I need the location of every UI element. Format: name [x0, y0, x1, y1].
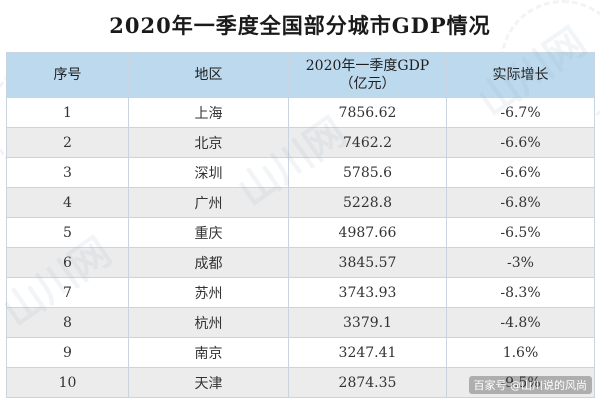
cell-growth: -8.3%	[446, 277, 595, 308]
table-row: 7 苏州 3743.93 -8.3%	[6, 277, 595, 308]
cell-rank: 9	[6, 337, 129, 368]
cell-growth: -6.5%	[446, 217, 595, 248]
table-row: 2 北京 7462.2 -6.6%	[6, 127, 595, 158]
table-row: 4 广州 5228.8 -6.8%	[6, 187, 595, 218]
cell-gdp: 3845.57	[288, 247, 447, 278]
cell-city: 重庆	[128, 217, 289, 248]
table-row: 8 杭州 3379.1 -4.8%	[6, 307, 595, 338]
cell-growth: -4.8%	[446, 307, 595, 338]
header-gdp-line1: 2020年一季度GDP	[305, 58, 430, 74]
cell-growth: -6.7%	[446, 97, 595, 128]
table-body: 1 上海 7856.62 -6.7% 2 北京 7462.2 -6.6% 3 深…	[6, 97, 595, 398]
page-title: 2020年一季度全国部分城市GDP情况	[109, 13, 491, 38]
header-gdp-line2: （亿元）	[339, 76, 396, 92]
cell-city: 上海	[128, 97, 289, 128]
cell-gdp: 3743.93	[288, 277, 447, 308]
cell-growth: -6.6%	[446, 157, 595, 188]
cell-rank: 5	[6, 217, 129, 248]
cell-gdp: 7856.62	[288, 97, 447, 128]
cell-gdp: 5228.8	[288, 187, 447, 218]
cell-rank: 8	[6, 307, 129, 338]
cell-city: 南京	[128, 337, 289, 368]
cell-city: 北京	[128, 127, 289, 158]
header-rank: 序号	[6, 52, 129, 98]
cell-growth: -6.8%	[446, 187, 595, 218]
cell-city: 杭州	[128, 307, 289, 338]
header-growth: 实际增长	[446, 52, 595, 98]
cell-gdp: 7462.2	[288, 127, 447, 158]
cell-rank: 6	[6, 247, 129, 278]
cell-rank: 4	[6, 187, 129, 218]
cell-growth: -3%	[446, 247, 595, 278]
cell-city: 广州	[128, 187, 289, 218]
table-row: 5 重庆 4987.66 -6.5%	[6, 217, 595, 248]
cell-rank: 10	[6, 367, 129, 398]
cell-rank: 3	[6, 157, 129, 188]
cell-gdp: 5785.6	[288, 157, 447, 188]
table-row: 6 成都 3845.57 -3%	[6, 247, 595, 278]
cell-gdp: 3379.1	[288, 307, 447, 338]
cell-growth: 1.6%	[446, 337, 595, 368]
cell-gdp: 3247.41	[288, 337, 447, 368]
cell-growth: -6.6%	[446, 127, 595, 158]
table-header-row: 序号 地区 2020年一季度GDP （亿元） 实际增长	[6, 52, 595, 98]
cell-gdp: 2874.35	[288, 367, 447, 398]
cell-city: 成都	[128, 247, 289, 278]
table-row: 3 深圳 5785.6 -6.6%	[6, 157, 595, 188]
cell-city: 天津	[128, 367, 289, 398]
cell-gdp: 4987.66	[288, 217, 447, 248]
cell-rank: 2	[6, 127, 129, 158]
cell-rank: 7	[6, 277, 129, 308]
table-row: 10 天津 2874.35 -9.5%	[6, 367, 595, 398]
cell-rank: 1	[6, 97, 129, 128]
header-gdp: 2020年一季度GDP （亿元）	[288, 52, 447, 98]
cell-city: 深圳	[128, 157, 289, 188]
header-city: 地区	[128, 52, 289, 98]
cell-growth: -9.5%	[446, 367, 595, 398]
table-row: 1 上海 7856.62 -6.7%	[6, 97, 595, 128]
cell-city: 苏州	[128, 277, 289, 308]
source-credit: 百家号 @山川说的风尚	[468, 376, 592, 394]
gdp-table: 序号 地区 2020年一季度GDP （亿元） 实际增长 1 上海 7856.62…	[6, 52, 595, 398]
table-row: 9 南京 3247.41 1.6%	[6, 337, 595, 368]
